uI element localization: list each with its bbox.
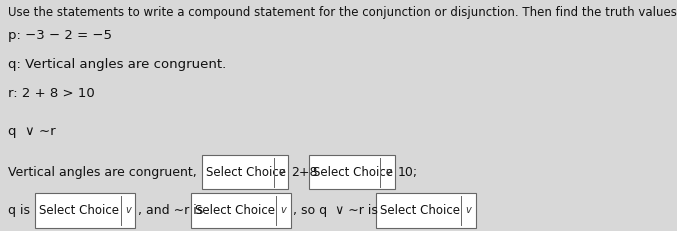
Text: Select Choice: Select Choice (380, 204, 460, 217)
Text: , and ∼r is: , and ∼r is (138, 204, 203, 217)
Text: v: v (125, 205, 131, 215)
Text: 2+8: 2+8 (291, 166, 318, 179)
Text: Use the statements to write a compound statement for the conjunction or disjunct: Use the statements to write a compound s… (8, 6, 677, 19)
Text: v: v (281, 205, 286, 215)
Text: Select Choice: Select Choice (313, 166, 393, 179)
Text: q  ∨ ∼r: q ∨ ∼r (8, 125, 56, 138)
Text: Vertical angles are congruent,: Vertical angles are congruent, (8, 166, 197, 179)
Text: v: v (466, 205, 471, 215)
FancyBboxPatch shape (376, 193, 476, 228)
Text: p: −3 − 2 = −5: p: −3 − 2 = −5 (8, 29, 112, 42)
Text: 10;: 10; (398, 166, 418, 179)
Text: q: Vertical angles are congruent.: q: Vertical angles are congruent. (8, 58, 226, 71)
Text: q is: q is (8, 204, 30, 217)
Text: Select Choice: Select Choice (39, 204, 119, 217)
Text: r: 2 + 8 > 10: r: 2 + 8 > 10 (8, 87, 95, 100)
FancyBboxPatch shape (202, 155, 288, 189)
Text: v: v (385, 167, 391, 177)
Text: Select Choice: Select Choice (206, 166, 286, 179)
FancyBboxPatch shape (309, 155, 395, 189)
Text: Select Choice: Select Choice (195, 204, 275, 217)
Text: , so q  ∨ ∼r is: , so q ∨ ∼r is (293, 204, 378, 217)
FancyBboxPatch shape (35, 193, 135, 228)
FancyBboxPatch shape (191, 193, 291, 228)
Text: v: v (278, 167, 284, 177)
